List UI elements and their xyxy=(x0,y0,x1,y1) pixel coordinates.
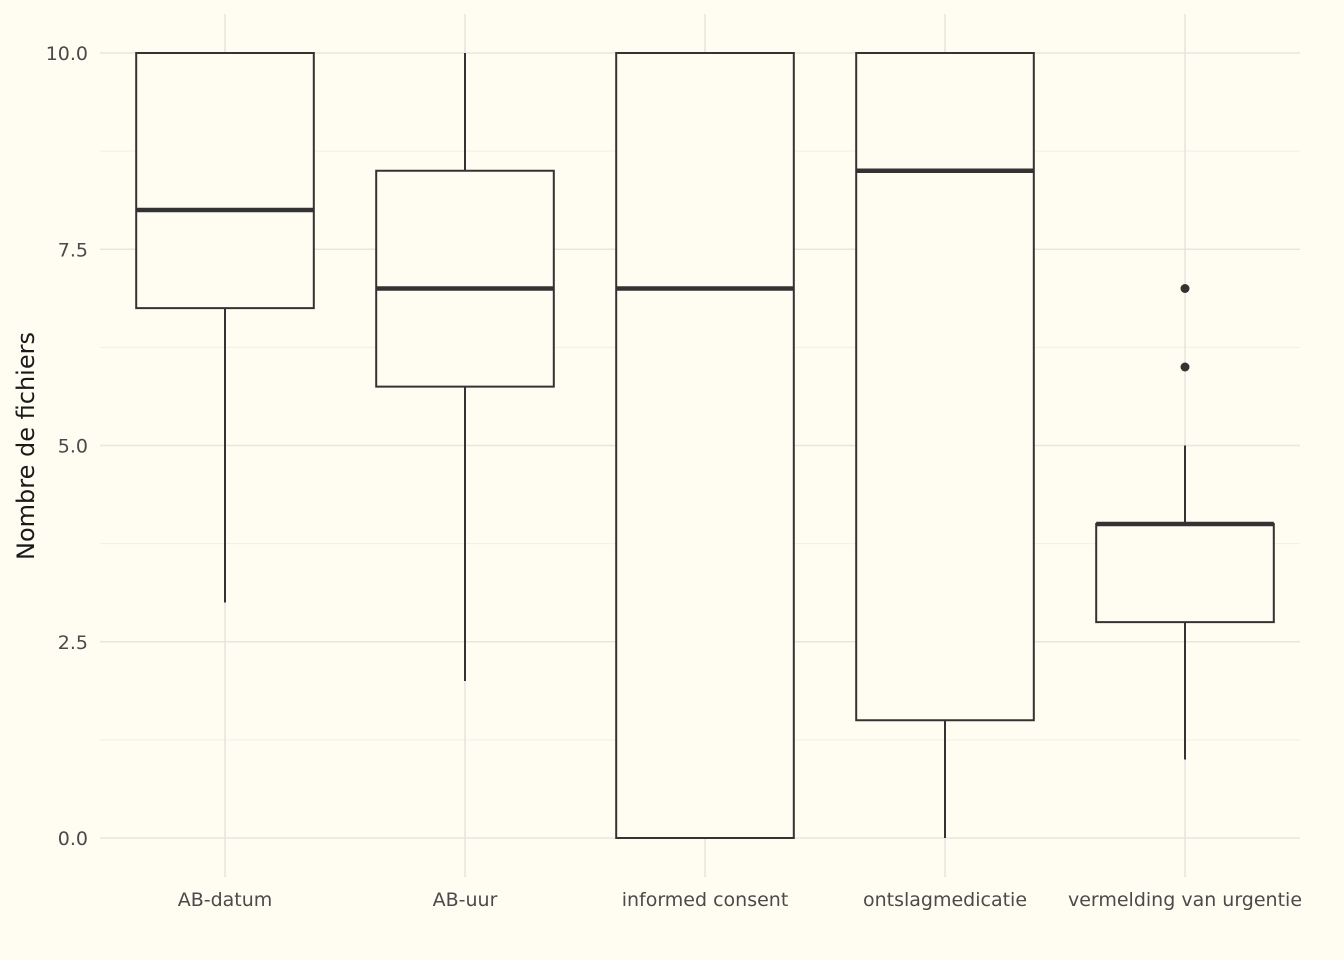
box-group xyxy=(855,52,1035,838)
x-tick-label: AB-uur xyxy=(433,889,498,911)
x-tick-label: informed consent xyxy=(622,889,789,911)
y-axis-tick-labels: 0.0 2.5 5.0 7.5 10.0 xyxy=(46,43,88,850)
box-group xyxy=(615,52,795,839)
x-tick-label: ontslagmedicatie xyxy=(863,889,1027,911)
box-iqr xyxy=(1095,523,1275,624)
box-group xyxy=(135,52,315,603)
x-tick-label: vermelding van urgentie xyxy=(1068,889,1302,911)
y-tick-label: 7.5 xyxy=(58,239,88,261)
y-tick-label: 5.0 xyxy=(58,436,88,458)
box-group xyxy=(375,53,555,681)
y-tick-label: 0.0 xyxy=(58,828,88,850)
box-iqr xyxy=(135,52,315,310)
box-iqr xyxy=(375,169,555,388)
y-tick-label: 2.5 xyxy=(58,632,88,654)
x-tick-label: AB-datum xyxy=(178,889,273,911)
box-iqr xyxy=(855,52,1035,722)
y-axis-title: Nombre de fichiers xyxy=(12,332,40,560)
boxes-layer xyxy=(135,52,1275,839)
y-tick-label: 10.0 xyxy=(46,43,88,65)
x-axis-tick-labels: AB-datum AB-uur informed consent ontslagmed… xyxy=(178,889,1302,911)
outlier-point xyxy=(1180,362,1190,372)
outlier-point xyxy=(1180,284,1190,293)
box-group xyxy=(1095,284,1275,760)
box-iqr xyxy=(615,52,795,839)
